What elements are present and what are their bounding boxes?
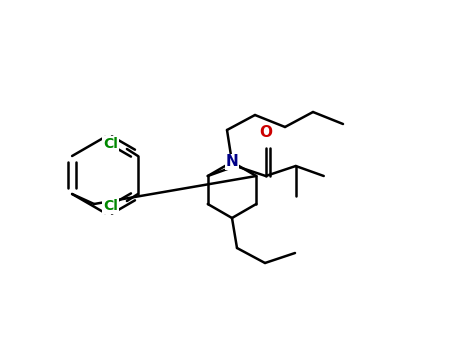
Text: Cl: Cl — [103, 199, 118, 213]
Text: Cl: Cl — [103, 137, 118, 151]
Text: O: O — [259, 125, 272, 140]
Text: N: N — [226, 154, 238, 169]
